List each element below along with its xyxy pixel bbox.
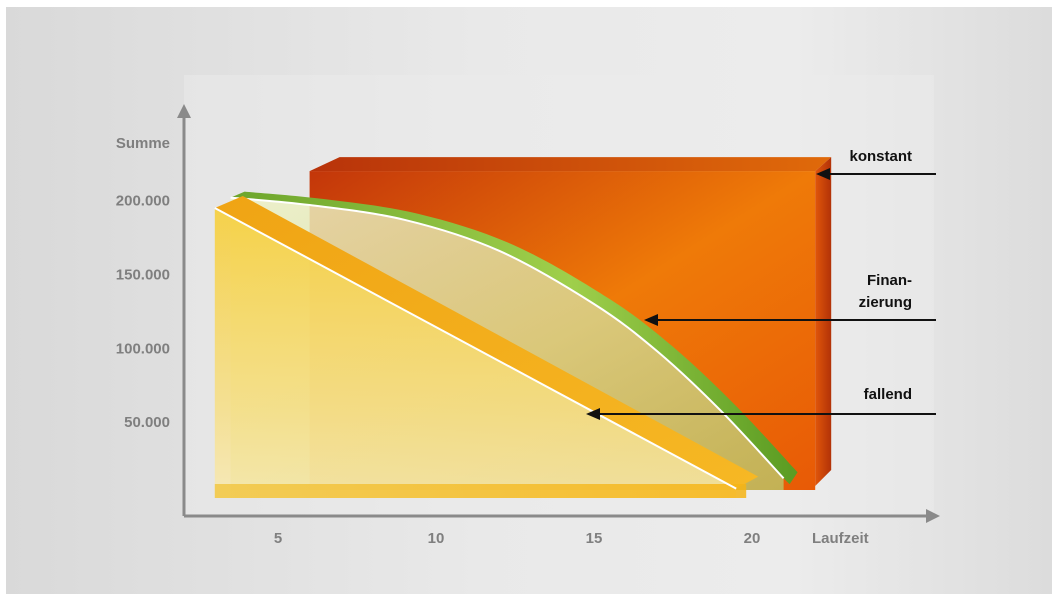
- ticks-layer: 5 10 15 20 50.000 100.000 150.000 200.000 Summe L…: [116, 135, 869, 547]
- x-tick-label: 15: [586, 530, 603, 547]
- series-layer: [214, 157, 832, 498]
- x-tick-label: 10: [428, 530, 445, 547]
- x-axis-label: Laufzeit: [812, 530, 869, 547]
- area-finanzierung-edge: [230, 191, 798, 485]
- bar-konstant-top: [309, 157, 832, 172]
- y-tick-label: 50.000: [124, 414, 170, 431]
- line-fallend: [214, 207, 737, 490]
- label-finanzierung-line2: zierung: [859, 294, 912, 311]
- label-fallend: fallend: [864, 386, 912, 403]
- y-tick-label: 200.000: [116, 193, 170, 210]
- x-tick-label: 5: [274, 530, 282, 547]
- y-axis-label: Summe: [116, 135, 170, 152]
- line-finanzierung: [230, 196, 785, 479]
- fallend-arrow-head: [586, 408, 600, 420]
- label-finanzierung-line1: Finan-: [867, 272, 912, 289]
- konstant-arrow-head: [816, 168, 830, 180]
- bar-konstant-side: [815, 157, 832, 487]
- axes-layer: [177, 104, 940, 523]
- x-axis-arrow: [926, 509, 940, 523]
- y-tick-label: 150.000: [116, 266, 170, 283]
- legend-layer: konstant Finan-zierung fallend: [586, 148, 936, 420]
- y-axis-arrow: [177, 104, 191, 118]
- label-konstant: konstant: [849, 148, 912, 165]
- area-fallend-edge: [214, 196, 759, 489]
- y-tick-label: 100.000: [116, 340, 170, 357]
- area-fallend: [214, 208, 737, 498]
- finanzierung-arrow-head: [644, 314, 658, 326]
- x-tick-label: 20: [744, 530, 761, 547]
- area-fallend-base: [214, 484, 747, 498]
